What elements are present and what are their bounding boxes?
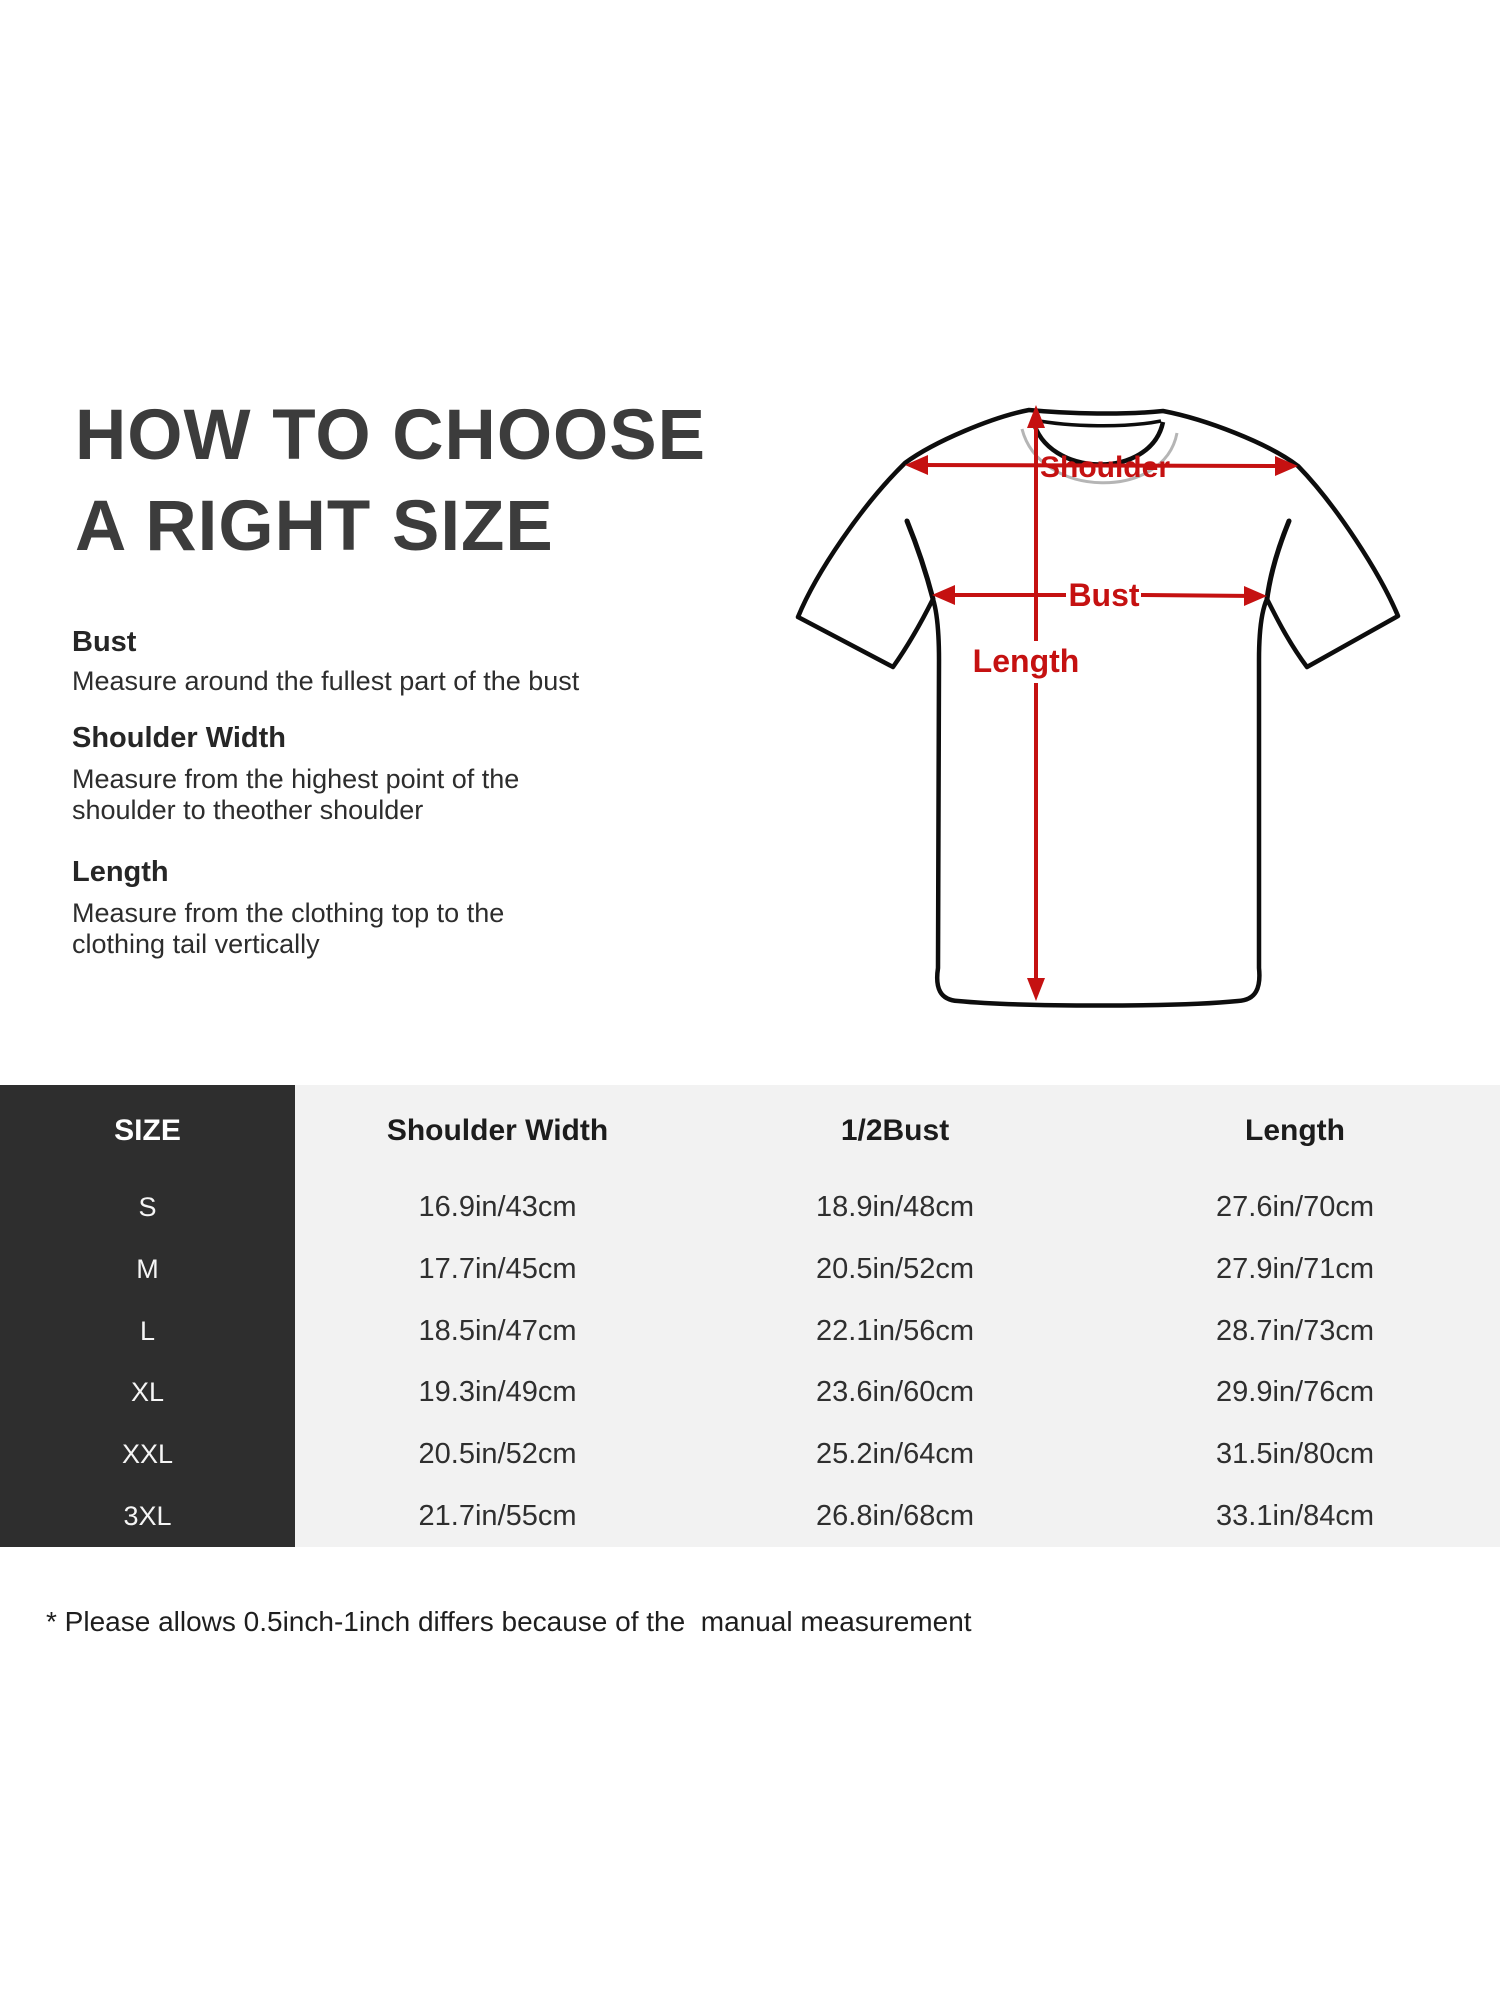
collar-shadow: [1020, 428, 1179, 485]
length-arrowhead-up: [1027, 405, 1045, 428]
table-row: L 18.5in/47cm 22.1in/56cm 28.7in/73cm: [0, 1300, 1500, 1363]
guide-shoulder-desc-line: shoulder to theother shoulder: [72, 795, 424, 825]
left-armhole-seam: [904, 518, 936, 602]
size-cell: S: [0, 1177, 295, 1239]
size-cell: M: [0, 1238, 295, 1301]
guide-length-desc: Measure from the clothing top to the clo…: [72, 898, 504, 960]
bust-arrowhead-left: [932, 585, 955, 605]
header-length: Length: [1245, 1114, 1345, 1147]
header-shoulder-width: Shoulder Width: [386, 1114, 609, 1147]
value-cell: 33.1in/84cm: [1216, 1499, 1374, 1532]
guide-bust-desc-line: Measure around the fullest part of the b…: [72, 666, 580, 696]
shoulder-arrowhead-left: [905, 455, 928, 475]
table-row: S 16.9in/43cm 18.9in/48cm 27.6in/70cm: [0, 1177, 1500, 1239]
guide-bust-desc: Measure around the fullest part of the b…: [72, 666, 579, 697]
size-cell: XXL: [0, 1423, 295, 1486]
size-cell: XL: [0, 1362, 295, 1424]
tshirt-measurement-diagram: Shoulder Bust Length: [795, 405, 1401, 1008]
guide-length-title: Length: [72, 856, 169, 888]
value-cell: 27.6in/70cm: [1216, 1191, 1374, 1224]
bust-measure-line-right: [1140, 593, 1257, 598]
table-row: 3XL 21.7in/55cm 26.8in/68cm 33.1in/84cm: [0, 1485, 1500, 1548]
guide-length-desc-line: clothing tail vertically: [72, 929, 320, 959]
page-title-line2: A RIGHT SIZE: [75, 487, 554, 566]
measurement-footnote: * Please allows 0.5inch-1inch differs be…: [46, 1606, 972, 1637]
value-cell: 22.1in/56cm: [816, 1314, 974, 1347]
table-row: M 17.7in/45cm 20.5in/52cm 27.9in/71cm: [0, 1238, 1500, 1301]
page-title-line1: HOW TO CHOOSE: [75, 396, 706, 475]
bust-label: Bust: [1068, 577, 1139, 613]
value-cell: 20.5in/52cm: [816, 1253, 974, 1285]
collar-band-line: [1033, 418, 1162, 428]
measurement-lines: [915, 424, 1288, 982]
value-cell: 16.9in/43cm: [418, 1191, 577, 1224]
guide-shoulder-desc-line: Measure from the highest point of the: [72, 764, 520, 794]
table-row: XXL 20.5in/52cm 25.2in/64cm 31.5in/80cm: [0, 1423, 1500, 1486]
size-cell: L: [0, 1300, 295, 1363]
header-size: SIZE: [0, 1085, 295, 1177]
size-cell: 3XL: [0, 1485, 295, 1548]
measurement-arrowheads: [905, 405, 1298, 1001]
value-cell: 25.2in/64cm: [816, 1438, 974, 1471]
value-cell: 18.5in/47cm: [418, 1314, 577, 1347]
table-header-row: SIZE Shoulder Width 1/2Bust Length: [0, 1085, 1500, 1177]
value-cell: 28.7in/73cm: [1216, 1314, 1374, 1347]
value-cell: 17.7in/45cm: [418, 1253, 577, 1285]
shoulder-arrowhead-right: [1275, 456, 1298, 476]
bust-arrowhead-right: [1244, 586, 1267, 606]
header-half-bust: 1/2Bust: [840, 1114, 950, 1147]
guide-shoulder-desc: Measure from the highest point of the sh…: [72, 764, 519, 826]
tshirt-outline: [795, 407, 1401, 1008]
value-cell: 31.5in/80cm: [1216, 1438, 1374, 1471]
guide-shoulder-title: Shoulder Width: [72, 722, 286, 754]
value-cell: 19.3in/49cm: [418, 1376, 577, 1409]
value-cell: 20.5in/52cm: [418, 1438, 577, 1471]
value-cell: 18.9in/48cm: [816, 1191, 974, 1224]
value-cell: 29.9in/76cm: [1216, 1376, 1374, 1409]
right-armhole-seam: [1264, 518, 1292, 602]
value-cell: 23.6in/60cm: [816, 1376, 974, 1409]
guide-bust-title: Bust: [72, 626, 137, 658]
value-cell: 27.9in/71cm: [1216, 1253, 1374, 1285]
guide-length-desc-line: Measure from the clothing top to the: [72, 898, 505, 928]
shoulder-measure-line: [915, 463, 1288, 468]
length-label: Length: [973, 643, 1080, 679]
page-title: HOW TO CHOOSE A RIGHT SIZE: [75, 390, 706, 572]
value-cell: 21.7in/55cm: [418, 1499, 577, 1532]
size-table: SIZE Shoulder Width 1/2Bust Length S 16.9…: [0, 1085, 1500, 1548]
length-arrowhead-down: [1027, 978, 1045, 1001]
table-row: XL 19.3in/49cm 23.6in/60cm 29.9in/76cm: [0, 1362, 1500, 1424]
value-cell: 26.8in/68cm: [816, 1499, 974, 1532]
shoulder-label: Shoulder: [1040, 451, 1170, 484]
